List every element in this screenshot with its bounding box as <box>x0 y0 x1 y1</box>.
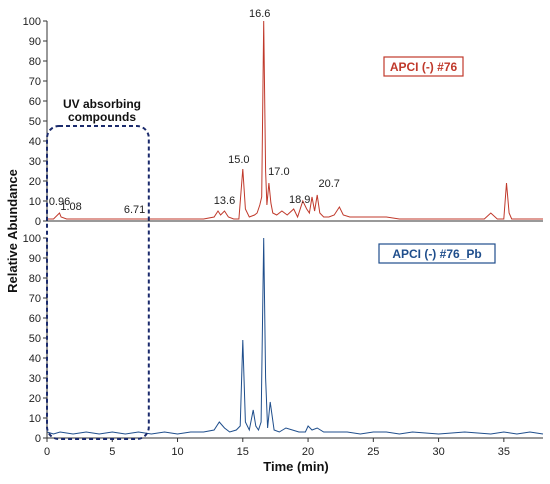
x-tick-label: 5 <box>109 446 115 458</box>
uv-annotation: UV absorbing compounds <box>46 97 150 440</box>
x-tick-label: 30 <box>432 446 444 458</box>
bottom-legend-label: APCI (-) #76_Pb <box>392 247 481 261</box>
peak-label: 16.6 <box>249 8 270 20</box>
top-y-tick-label: 0 <box>35 216 41 228</box>
bottom-y-tick-label: 80 <box>29 273 41 285</box>
top-y-tick-label: 90 <box>29 36 41 48</box>
x-axis-title: Time (min) <box>263 459 329 474</box>
peak-label: 0.96 <box>49 196 70 208</box>
top-y-tick-label: 30 <box>29 156 41 168</box>
peak-label: 13.6 <box>214 195 235 207</box>
bottom-y-ticks: 0 10 20 30 40 50 60 70 80 90 100 <box>23 233 47 445</box>
bottom-y-tick-label: 50 <box>29 333 41 345</box>
top-y-tick-label: 80 <box>29 56 41 68</box>
x-tick-label: 10 <box>171 446 183 458</box>
bottom-y-tick-label: 10 <box>29 413 41 425</box>
top-y-tick-label: 20 <box>29 176 41 188</box>
top-legend-label: APCI (-) #76 <box>390 60 458 74</box>
bottom-y-tick-label: 30 <box>29 373 41 385</box>
top-series-line <box>47 20 543 220</box>
bottom-y-tick-label: 40 <box>29 353 41 365</box>
bottom-y-tick-label: 0 <box>35 433 41 445</box>
peak-label: 17.0 <box>268 166 289 178</box>
peak-label: 20.7 <box>318 178 339 190</box>
top-y-tick-label: 50 <box>29 116 41 128</box>
bottom-y-tick-label: 70 <box>29 293 41 305</box>
top-y-tick-label: 10 <box>29 196 41 208</box>
bottom-chromatogram-panel: 0 10 20 30 40 50 60 70 80 90 100 0 5 10 15 20 25 30 35 AP… <box>23 233 544 458</box>
bottom-series-line <box>46 237 544 435</box>
top-y-ticks: 0 10 20 30 40 50 60 70 80 90 100 <box>23 16 47 228</box>
uv-label-line1: UV absorbing <box>63 97 141 111</box>
top-legend-box <box>383 56 464 77</box>
peak-label: 1.08 <box>60 201 81 213</box>
x-tick-label: 15 <box>237 446 249 458</box>
peak-label: 15.0 <box>228 154 249 166</box>
bottom-y-tick-label: 90 <box>29 253 41 265</box>
top-y-tick-label: 60 <box>29 96 41 108</box>
bottom-legend: APCI (-) #76_Pb <box>378 243 496 264</box>
bottom-x-ticks: 0 5 10 15 20 25 30 35 <box>44 438 510 458</box>
bottom-y-tick-label: 60 <box>29 313 41 325</box>
peak-label: 18.9 <box>289 194 310 206</box>
top-peak-labels: 0.961.08 6.71 13.6 15.0 16.6 17.0 18.9 20.7 <box>49 8 340 216</box>
x-tick-label: 0 <box>44 446 50 458</box>
y-axis-title: Relative Abundance <box>5 169 20 293</box>
peak-label: 6.71 <box>124 204 145 216</box>
x-tick-label: 35 <box>498 446 510 458</box>
top-chromatogram-panel: 0.961.08 6.71 13.6 15.0 16.6 17.0 18.9 20.7 0 10… <box>23 8 543 228</box>
bottom-y-tick-label: 100 <box>23 233 41 245</box>
top-y-tick-label: 70 <box>29 76 41 88</box>
x-tick-label: 25 <box>367 446 379 458</box>
x-tick-label: 20 <box>302 446 314 458</box>
uv-absorbing-region-box <box>46 125 150 440</box>
uv-label-line2: compounds <box>68 110 136 124</box>
bottom-y-tick-label: 20 <box>29 393 41 405</box>
top-y-tick-label: 40 <box>29 136 41 148</box>
top-y-tick-label: 100 <box>23 16 41 28</box>
bottom-legend-box <box>378 243 496 264</box>
top-legend: APCI (-) #76 <box>383 56 464 77</box>
